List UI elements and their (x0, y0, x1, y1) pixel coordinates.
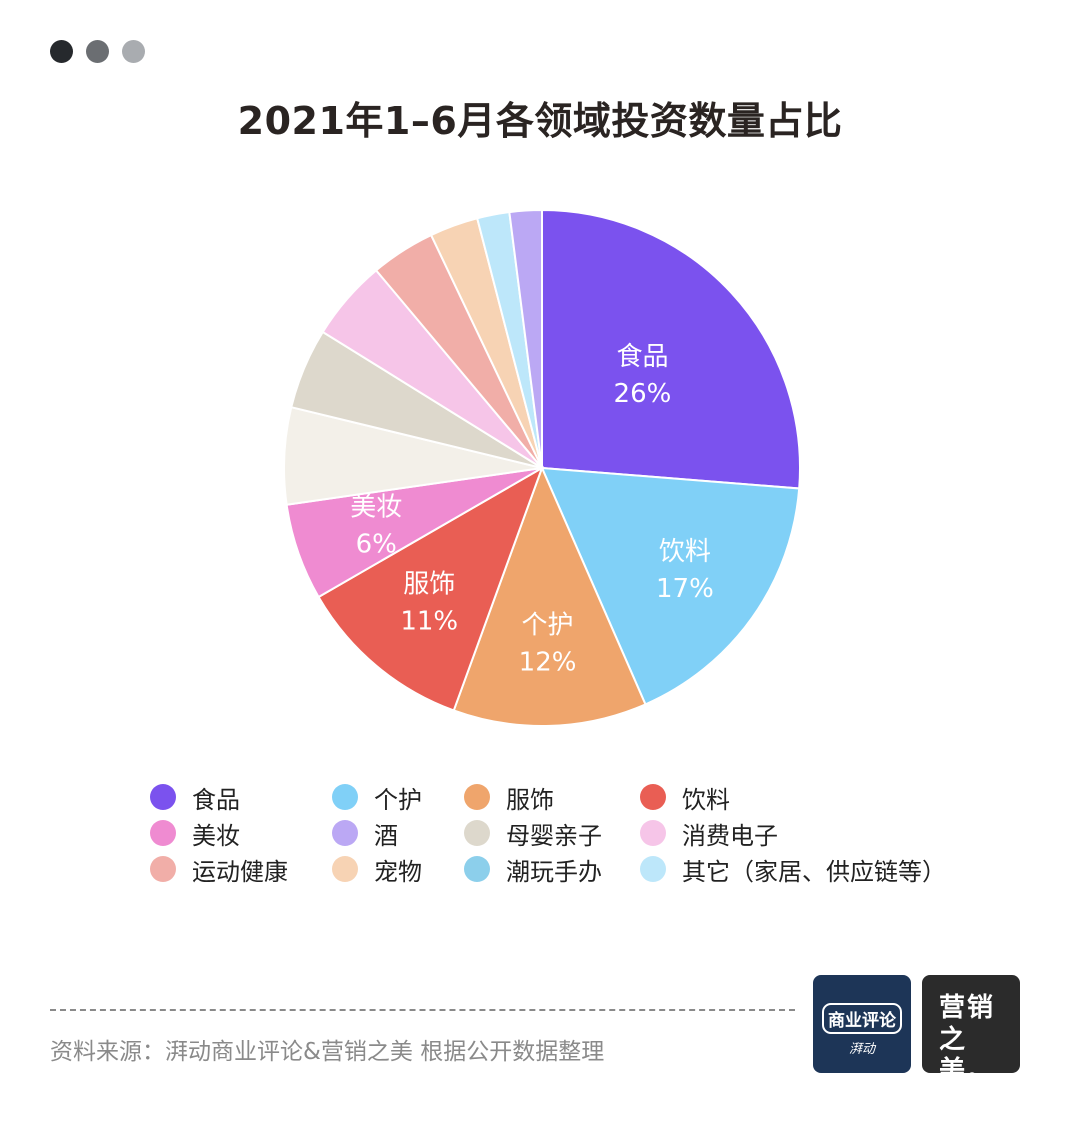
legend-item: 宠物 (332, 854, 464, 886)
slice-label-value: 6% (356, 529, 397, 559)
legend-swatch (464, 856, 490, 882)
legend-swatch (640, 784, 666, 810)
shangye-pinglun-logo: 商业评论 湃动 (813, 975, 911, 1073)
slice-label-value: 26% (614, 379, 672, 409)
legend-item: 个护 (332, 782, 464, 814)
legend-label: 食品 (192, 785, 240, 814)
legend-item: 运动健康 (150, 854, 332, 886)
legend-item: 消费电子 (640, 818, 970, 850)
pie-chart: 食品 26% 饮料 17% 个护 12% 服饰 11% 美妆 6% (283, 208, 801, 727)
slice-label-name: 服饰 (403, 569, 455, 599)
legend-label: 其它（家居、供应链等） (682, 857, 946, 886)
legend-label: 饮料 (682, 785, 730, 814)
legend-item: 酒 (332, 818, 464, 850)
legend-swatch (332, 784, 358, 810)
legend-item: 美妆 (150, 818, 332, 850)
legend-swatch (640, 820, 666, 846)
slice-label-value: 17% (656, 574, 714, 604)
source-note: 资料来源：湃动商业评论&营销之美 根据公开数据整理 (50, 1039, 605, 1065)
legend-label: 消费电子 (682, 821, 778, 850)
yingxiao-zhimei-logo: 营销 之美。 (922, 975, 1020, 1086)
slice-label-value: 11% (400, 606, 458, 636)
legend-label: 个护 (374, 785, 422, 814)
legend-label: 运动健康 (192, 857, 288, 886)
legend-label: 宠物 (374, 857, 422, 886)
legend-swatch (332, 856, 358, 882)
legend-swatch (150, 784, 176, 810)
slice-label-name: 饮料 (659, 537, 711, 567)
legend-label: 美妆 (192, 821, 240, 850)
legend-item: 其它（家居、供应链等） (640, 854, 970, 886)
slice-label-value: 12% (519, 647, 577, 677)
legend-item: 食品 (150, 782, 332, 814)
legend-item: 潮玩手办 (464, 854, 640, 886)
legend-item: 饮料 (640, 782, 970, 814)
footer-divider (50, 1009, 795, 1011)
legend-swatch (332, 820, 358, 846)
pie-slice-饮料 (540, 466, 801, 706)
window-dot-minimize[interactable] (86, 40, 109, 63)
slice-label-name: 食品 (616, 342, 668, 372)
legend-swatch (150, 820, 176, 846)
window-dot-close[interactable] (50, 40, 73, 63)
legend-label: 酒 (374, 821, 398, 850)
legend-swatch (640, 856, 666, 882)
legend-swatch (464, 820, 490, 846)
legend-label: 母婴亲子 (506, 821, 602, 850)
legend-item: 母婴亲子 (464, 818, 640, 850)
chart-legend: 食品 个护 服饰 饮料美妆 酒 母婴亲子 消费电子运动健康 宠物 潮玩手办 其它（家居、供应链等） (150, 782, 1010, 886)
slice-label-name: 个护 (522, 610, 574, 640)
slice-label-name: 美妆 (350, 492, 402, 522)
pie-slice-small-11 (508, 208, 543, 469)
legend-label: 服饰 (506, 785, 554, 814)
legend-swatch (464, 784, 490, 810)
pie-slice-个护 (452, 465, 647, 727)
window-dot-maximize[interactable] (122, 40, 145, 63)
pie-slice-服饰 (317, 465, 544, 712)
window-controls (50, 40, 145, 63)
chart-title: 2021年1–6月各领域投资数量占比 (237, 99, 843, 143)
pie-slice-食品 (541, 208, 801, 490)
legend-label: 潮玩手办 (506, 857, 602, 886)
legend-swatch (150, 856, 176, 882)
legend-item: 服饰 (464, 782, 640, 814)
